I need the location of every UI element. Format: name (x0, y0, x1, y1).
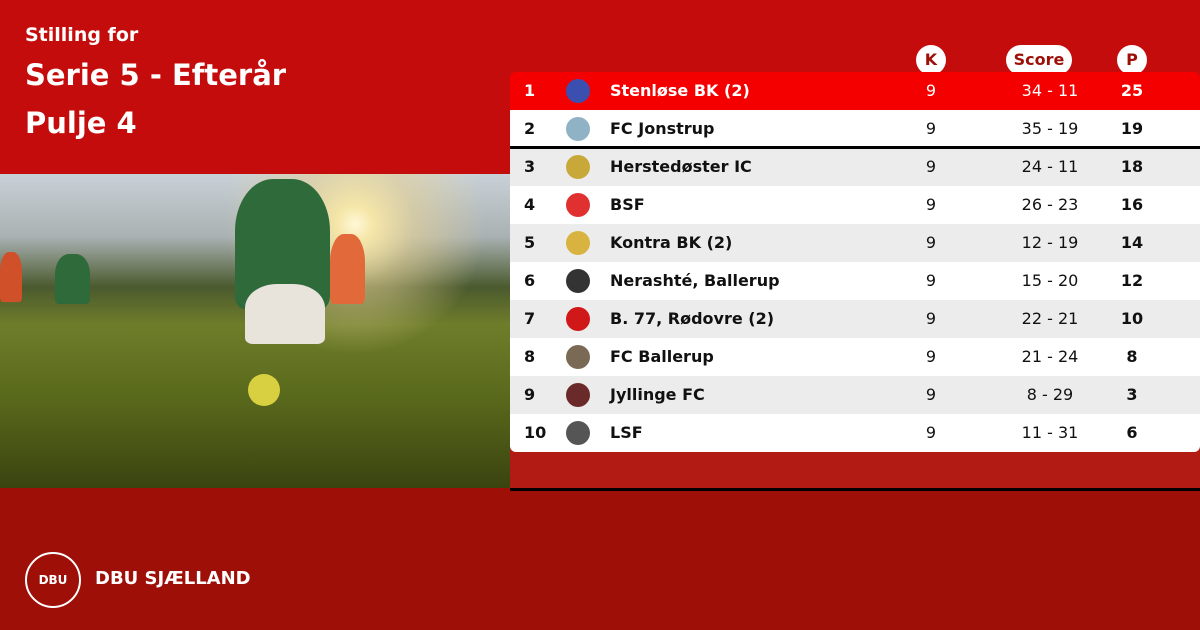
score: 11 - 31 (1021, 423, 1079, 442)
team-logo-icon (566, 383, 590, 407)
position: 4 (524, 195, 536, 214)
score: 34 - 11 (1021, 81, 1079, 100)
column-header-p: P (1117, 45, 1147, 75)
table-row: 9 Jyllinge FC 9 8 - 29 3 (510, 376, 1200, 414)
matches-played: 9 (925, 157, 937, 176)
matches-played: 9 (925, 271, 937, 290)
points: 18 (1120, 157, 1144, 176)
points: 19 (1120, 119, 1144, 138)
position: 7 (524, 309, 536, 328)
team-logo-icon (566, 79, 590, 103)
table-row: 5 Kontra BK (2) 9 12 - 19 14 (510, 224, 1200, 262)
points: 12 (1120, 271, 1144, 290)
points: 8 (1126, 347, 1138, 366)
team-logo-icon (566, 231, 590, 255)
score: 24 - 11 (1021, 157, 1079, 176)
table-row: 8 FC Ballerup 9 21 - 24 8 (510, 338, 1200, 376)
promotion-divider (510, 146, 1200, 149)
team-logo-icon (566, 117, 590, 141)
matches-played: 9 (925, 309, 937, 328)
score: 12 - 19 (1021, 233, 1079, 252)
score: 8 - 29 (1026, 385, 1074, 404)
team-name: Kontra BK (2) (610, 233, 733, 252)
matches-played: 9 (925, 423, 937, 442)
score: 15 - 20 (1021, 271, 1079, 290)
points: 6 (1126, 423, 1138, 442)
position: 2 (524, 119, 536, 138)
column-header-score: Score (1006, 45, 1072, 75)
score: 26 - 23 (1021, 195, 1079, 214)
points: 16 (1120, 195, 1144, 214)
points: 10 (1120, 309, 1144, 328)
pool-title: Pulje 4 (25, 106, 137, 140)
table-row: 2 FC Jonstrup 9 35 - 19 19 (510, 110, 1200, 148)
matches-played: 9 (925, 195, 937, 214)
team-name: Nerashté, Ballerup (610, 271, 780, 290)
team-logo-icon (566, 193, 590, 217)
team-name: BSF (610, 195, 645, 214)
team-logo-icon (566, 345, 590, 369)
position: 5 (524, 233, 536, 252)
position: 3 (524, 157, 536, 176)
table-row: 3 Herstedøster IC 9 24 - 11 18 (510, 148, 1200, 186)
standings-table: 1 Stenløse BK (2) 9 34 - 11 25 2 FC Jonstrup 9 3… (510, 72, 1200, 452)
position: 10 (524, 423, 547, 442)
position: 9 (524, 385, 536, 404)
matches-played: 9 (925, 81, 937, 100)
table-row: 1 Stenløse BK (2) 9 34 - 11 25 (510, 72, 1200, 110)
team-name: FC Ballerup (610, 347, 714, 366)
matches-played: 9 (925, 385, 937, 404)
score: 22 - 21 (1021, 309, 1079, 328)
matches-played: 9 (925, 233, 937, 252)
team-logo-icon (566, 155, 590, 179)
matches-played: 9 (925, 119, 937, 138)
team-logo-icon (566, 421, 590, 445)
subtitle: Stilling for (25, 24, 139, 46)
column-header-k: K (916, 45, 946, 75)
points: 25 (1120, 81, 1144, 100)
dbu-logo: DBU (25, 552, 81, 608)
league-title: Serie 5 - Efterår (25, 58, 287, 92)
score: 35 - 19 (1021, 119, 1079, 138)
team-name: Stenløse BK (2) (610, 81, 750, 100)
team-logo-icon (566, 307, 590, 331)
team-name: FC Jonstrup (610, 119, 715, 138)
football-photo (0, 174, 510, 488)
points: 14 (1120, 233, 1144, 252)
brand-name: DBU SJÆLLAND (95, 568, 251, 589)
team-name: LSF (610, 423, 643, 442)
position: 1 (524, 81, 536, 100)
position: 6 (524, 271, 536, 290)
team-name: Herstedøster IC (610, 157, 752, 176)
table-row: 10 LSF 9 11 - 31 6 (510, 414, 1200, 452)
score: 21 - 24 (1021, 347, 1079, 366)
table-row: 6 Nerashté, Ballerup 9 15 - 20 12 (510, 262, 1200, 300)
team-name: Jyllinge FC (610, 385, 705, 404)
team-name: B. 77, Rødovre (2) (610, 309, 775, 328)
matches-played: 9 (925, 347, 937, 366)
position: 8 (524, 347, 536, 366)
team-logo-icon (566, 269, 590, 293)
table-bottom-divider (510, 488, 1200, 491)
table-row: 4 BSF 9 26 - 23 16 (510, 186, 1200, 224)
table-row: 7 B. 77, Rødovre (2) 9 22 - 21 10 (510, 300, 1200, 338)
points: 3 (1126, 385, 1138, 404)
